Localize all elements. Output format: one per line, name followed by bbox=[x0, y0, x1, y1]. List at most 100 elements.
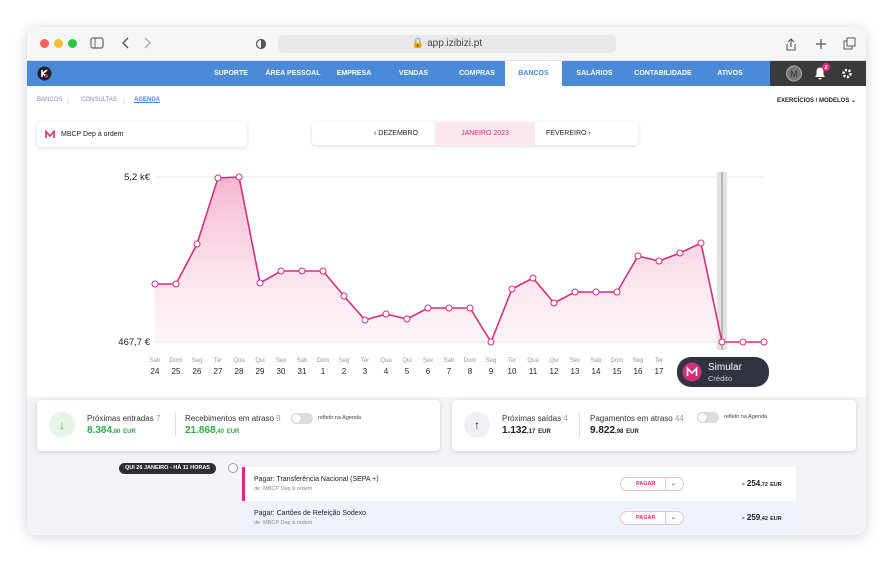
zoom-button[interactable] bbox=[68, 39, 77, 48]
toggle-label: refletir na Agenda bbox=[318, 415, 362, 421]
text: EUR bbox=[770, 516, 782, 522]
breadcrumb[interactable]: BANCOS bbox=[37, 97, 63, 103]
x-tick-label: 8 bbox=[468, 367, 473, 376]
item-amount: - 259,42 EUR bbox=[742, 513, 782, 522]
point bbox=[697, 239, 705, 247]
nav-item[interactable]: CONTABILIDADE bbox=[634, 70, 692, 77]
nav-item[interactable]: SALÁRIOS bbox=[576, 70, 613, 77]
timeline-item[interactable]: Pagar: Transferência Nacional (SEPA +) d… bbox=[242, 467, 796, 501]
item-title: Pagar: Transferência Nacional (SEPA +) bbox=[254, 476, 379, 483]
x-tick-weekday: Qua bbox=[380, 358, 392, 364]
account-selector[interactable]: MBCP Dep à ordem bbox=[37, 122, 247, 147]
previous-month[interactable]: ‹ DEZEMBRO bbox=[374, 130, 418, 137]
point bbox=[256, 279, 264, 287]
nav-item[interactable]: VENDAS bbox=[398, 70, 429, 77]
url: app.izibizi.pt bbox=[427, 38, 483, 49]
nav-item[interactable]: SUPORTE bbox=[214, 70, 248, 77]
point bbox=[550, 299, 558, 307]
notification-badge[interactable]: 2 bbox=[824, 65, 827, 71]
x-tick-label: 6 bbox=[426, 367, 431, 376]
text: ,17 bbox=[527, 429, 536, 435]
timeline-date: QUI 26 JANEIRO - HÁ 11 HORAS bbox=[119, 463, 216, 474]
text: EUR bbox=[626, 429, 639, 435]
point bbox=[361, 316, 369, 324]
text: Próximas entradas bbox=[87, 414, 154, 423]
point bbox=[487, 338, 495, 346]
toggle[interactable] bbox=[697, 412, 719, 423]
item-source: de: MBCP Dep à ordem bbox=[254, 520, 313, 526]
x-tick-label: 24 bbox=[151, 367, 160, 376]
x-tick-label: 9 bbox=[489, 367, 494, 376]
point bbox=[172, 280, 180, 288]
x-tick-label: 2 bbox=[342, 367, 347, 376]
x-tick-label: 12 bbox=[550, 367, 559, 376]
overdue-receipts-amount: 21.868,40 EUR bbox=[185, 425, 239, 436]
nav-item[interactable]: BANCOS bbox=[505, 61, 562, 86]
menu[interactable]: EXERCÍCIOS / MODELOS ⌄ bbox=[777, 98, 857, 104]
text: EUR bbox=[538, 429, 551, 435]
pay-button[interactable]: PAGAR ⌄ bbox=[620, 477, 684, 491]
avatar[interactable]: M bbox=[790, 69, 798, 79]
point bbox=[466, 304, 474, 312]
x-tick-label: 4 bbox=[384, 367, 389, 376]
text: ,98 bbox=[615, 429, 624, 435]
x-tick-weekday: Sex bbox=[570, 358, 580, 364]
text: 9 bbox=[276, 414, 281, 423]
nav-item[interactable]: ÁREA PESSOAL bbox=[265, 70, 321, 77]
x-tick-weekday: Dom bbox=[464, 358, 477, 364]
overdue-payments-amount: 9.822,98 EUR bbox=[590, 425, 639, 436]
simulate-title: Simular bbox=[708, 362, 742, 373]
nav-item[interactable]: ATIVOS bbox=[717, 70, 743, 77]
x-tick-weekday: Seg bbox=[339, 358, 350, 364]
privacy-icon[interactable] bbox=[255, 38, 267, 50]
text: 7 bbox=[155, 414, 161, 423]
browser-window: 🔒 app.izibizi.pt M 2 SUPORTE ÁREA PESSOAL… bbox=[27, 27, 866, 535]
logo[interactable] bbox=[37, 66, 52, 81]
timeline-list: Pagar: Transferência Nacional (SEPA +) d… bbox=[242, 467, 796, 535]
x-tick-label: 14 bbox=[592, 367, 601, 376]
close-button[interactable] bbox=[40, 39, 49, 48]
x-tick-label: 28 bbox=[235, 367, 244, 376]
item-title: Pagar: Cartões de Refeição Sodexo bbox=[254, 510, 367, 517]
label: FEVEREIRO bbox=[546, 130, 587, 137]
text: EUR bbox=[226, 429, 240, 435]
x-tick-weekday: Ter bbox=[508, 358, 516, 364]
chart: 5,2 k€467,7 €Sab24Dom25Seg26Ter27Qua28Qu… bbox=[118, 172, 768, 376]
point bbox=[382, 310, 390, 318]
text: 4 bbox=[563, 414, 568, 423]
point bbox=[319, 267, 327, 275]
pay-button[interactable]: PAGAR ⌄ bbox=[620, 511, 684, 525]
point bbox=[445, 304, 453, 312]
minimize-button[interactable] bbox=[54, 39, 63, 48]
toggle[interactable] bbox=[291, 413, 313, 424]
x-tick-label: 26 bbox=[193, 367, 202, 376]
line bbox=[155, 176, 764, 344]
nav-item[interactable]: COMPRAS bbox=[459, 70, 495, 77]
point bbox=[193, 240, 201, 248]
timeline-item[interactable]: Pagar: Cartões de Refeição Sodexo de: MB… bbox=[242, 501, 796, 535]
y-tick-label: 467,7 € bbox=[118, 337, 150, 348]
nav-item[interactable]: EMPRESA bbox=[336, 70, 372, 77]
next-month[interactable]: FEVEREIRO › bbox=[546, 130, 591, 137]
x-tick-label: 13 bbox=[571, 367, 580, 376]
overdue-payments-label: Pagamentos em atraso 44 bbox=[590, 414, 684, 423]
point bbox=[151, 280, 159, 288]
user-area: M 2 bbox=[770, 61, 866, 86]
toggle-label: refletir na Agenda bbox=[724, 414, 768, 420]
breadcrumb[interactable]: CONSULTAS bbox=[81, 97, 117, 103]
text: 44 bbox=[674, 414, 684, 423]
point bbox=[403, 315, 411, 323]
x-tick-label: 25 bbox=[172, 367, 181, 376]
point bbox=[424, 304, 432, 312]
breadcrumb[interactable]: AGENDA bbox=[134, 97, 161, 103]
x-tick-label: 15 bbox=[613, 367, 622, 376]
simulate-credit-button[interactable]: Simular Crédito bbox=[677, 357, 769, 387]
item-source: de: MBCP Dep à ordem bbox=[254, 486, 313, 492]
outgoing-amount: 1.132,17 EUR bbox=[502, 425, 551, 436]
text: ,80 bbox=[112, 429, 121, 435]
outgoing-label: Próximas saídas 4 bbox=[502, 414, 568, 423]
incoming-card: ↓ Próximas entradas 7 8.384,80 EUR Receb… bbox=[37, 400, 440, 451]
y-tick-label: 5,2 k€ bbox=[124, 172, 151, 183]
address-bar[interactable]: 🔒 app.izibizi.pt bbox=[278, 35, 616, 53]
point bbox=[235, 173, 243, 181]
